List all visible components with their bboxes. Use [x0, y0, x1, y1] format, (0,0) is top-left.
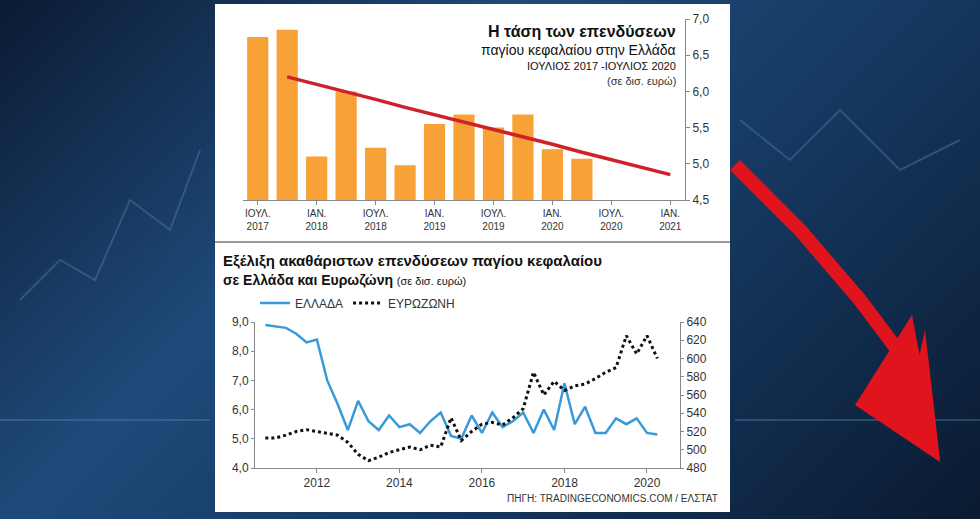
svg-text:620: 620 [686, 333, 706, 347]
svg-text:ΙΑΝ.2020: ΙΑΝ.2020 [541, 208, 564, 232]
svg-text:ΙΑΝ.2019: ΙΑΝ.2019 [423, 208, 446, 232]
svg-text:ΕΥΡΩΖΩΝΗ: ΕΥΡΩΖΩΝΗ [388, 297, 455, 311]
svg-text:520: 520 [686, 425, 706, 439]
svg-text:5,0: 5,0 [692, 157, 709, 171]
svg-text:6,5: 6,5 [692, 48, 709, 62]
svg-text:560: 560 [686, 388, 706, 402]
svg-text:2016: 2016 [469, 476, 496, 490]
svg-text:ΙΟΥΛ.2019: ΙΟΥΛ.2019 [481, 208, 507, 232]
svg-text:ΙΟΥΛ.2020: ΙΟΥΛ.2020 [599, 208, 625, 232]
svg-text:580: 580 [686, 370, 706, 384]
svg-text:παγίου κεφαλαίου στην Ελλάδα: παγίου κεφαλαίου στην Ελλάδα [481, 42, 676, 58]
svg-text:8,0: 8,0 [232, 344, 249, 358]
svg-text:4,0: 4,0 [232, 461, 249, 475]
svg-text:ΕΛΛΑΔΑ: ΕΛΛΑΔΑ [295, 297, 343, 311]
svg-text:6,0: 6,0 [232, 403, 249, 417]
svg-text:5,5: 5,5 [692, 121, 709, 135]
svg-text:5,0: 5,0 [232, 432, 249, 446]
svg-text:7,0: 7,0 [232, 374, 249, 388]
svg-text:6,0: 6,0 [692, 85, 709, 99]
svg-text:ΙΟΥΛΙΟΣ 2017 -ΙΟΥΛΙΟΣ 2020: ΙΟΥΛΙΟΣ 2017 -ΙΟΥΛΙΟΣ 2020 [527, 60, 676, 72]
svg-text:480: 480 [686, 461, 706, 475]
svg-text:2014: 2014 [386, 476, 413, 490]
svg-text:ΠΗΓΗ: TRADINGECONOMICS.COM / Ε: ΠΗΓΗ: TRADINGECONOMICS.COM / ΕΛΣΤΑΤ [507, 493, 718, 504]
svg-text:ΙΑΝ.2018: ΙΑΝ.2018 [306, 208, 329, 232]
svg-text:500: 500 [686, 443, 706, 457]
svg-text:7,0: 7,0 [692, 12, 709, 26]
svg-text:ΙΟΥΛ.2018: ΙΟΥΛ.2018 [363, 208, 389, 232]
svg-text:ΙΟΥΛ.2017: ΙΟΥΛ.2017 [245, 208, 271, 232]
svg-text:(σε δισ. ευρώ): (σε δισ. ευρώ) [607, 75, 676, 87]
svg-text:540: 540 [686, 406, 706, 420]
svg-text:σε Ελλάδα και Ευρωζώνη (σε δισ: σε Ελλάδα και Ευρωζώνη (σε δισ. ευρώ) [223, 272, 466, 288]
svg-text:Η τάση των επενδύσεων: Η τάση των επενδύσεων [488, 23, 676, 40]
svg-text:2020: 2020 [634, 476, 661, 490]
svg-text:9,0: 9,0 [232, 315, 249, 329]
svg-text:2018: 2018 [551, 476, 578, 490]
svg-text:600: 600 [686, 352, 706, 366]
svg-text:4,5: 4,5 [692, 193, 709, 207]
svg-text:2012: 2012 [304, 476, 331, 490]
svg-text:Εξέλιξη ακαθάριστων επενδύσεων: Εξέλιξη ακαθάριστων επενδύσεων παγίου κε… [223, 252, 602, 269]
svg-text:ΙΑΝ.2021: ΙΑΝ.2021 [659, 208, 682, 232]
svg-text:640: 640 [686, 315, 706, 329]
